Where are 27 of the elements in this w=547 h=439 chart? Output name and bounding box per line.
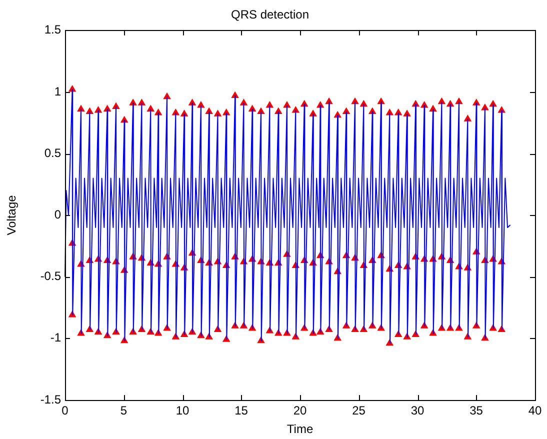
x-tick-label: 30	[410, 404, 424, 418]
point	[257, 107, 265, 114]
x-tick-label: 5	[120, 404, 128, 418]
y-tick-label: 0	[54, 208, 62, 222]
x-axis-title: Time	[286, 422, 314, 436]
point	[138, 98, 146, 106]
x-tick-label: 40	[528, 404, 542, 418]
point	[240, 98, 248, 106]
y-tick-label: -1.5	[40, 392, 62, 406]
y-tick-label: 0.5	[44, 146, 62, 160]
x-tick-label: 35	[470, 404, 484, 418]
point	[112, 102, 120, 110]
x-tick-label: 20	[293, 404, 307, 418]
x-tick-label: 10	[176, 404, 190, 418]
chart-title: QRS detection	[230, 8, 310, 22]
point	[146, 104, 155, 112]
point	[266, 101, 274, 108]
x-tick-label: 25	[352, 404, 366, 418]
y-tick-label: -1	[50, 330, 62, 345]
y-tick-label: -0.5	[40, 269, 62, 284]
x-tick-label: 15	[234, 404, 248, 418]
point	[464, 114, 472, 122]
y-tick-label: 1.5	[44, 22, 62, 37]
y-axis-title: Voltage	[4, 194, 19, 236]
point	[77, 104, 85, 112]
y-tick-label: 1	[54, 84, 62, 98]
point	[86, 107, 94, 114]
